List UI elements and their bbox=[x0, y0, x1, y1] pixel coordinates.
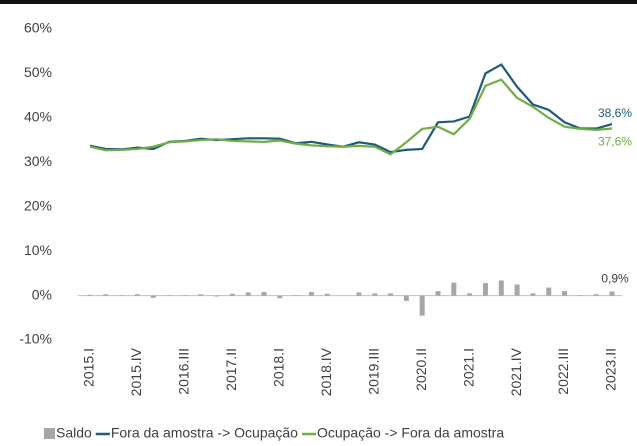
bar bbox=[356, 292, 362, 296]
y-tick-label: 40% bbox=[24, 109, 52, 125]
bar bbox=[562, 291, 568, 296]
bar bbox=[388, 293, 394, 296]
x-tick-label: 2018.I bbox=[271, 348, 287, 387]
bar bbox=[308, 292, 314, 296]
bar bbox=[467, 293, 473, 296]
y-tick-label: 60% bbox=[24, 20, 52, 36]
x-tick-label: 2015.I bbox=[81, 348, 97, 387]
x-tick-label: 2021.I bbox=[460, 348, 476, 387]
x-tick-label: 2015.IV bbox=[128, 347, 144, 396]
x-tick-label: 2016.III bbox=[176, 348, 192, 395]
legend-swatch bbox=[44, 428, 55, 439]
data-label: 38,6% bbox=[598, 106, 632, 120]
bar bbox=[419, 295, 425, 316]
bar bbox=[593, 294, 599, 296]
bar bbox=[451, 282, 457, 296]
x-tick-label: 2023.II bbox=[603, 348, 619, 391]
y-tick-label: 50% bbox=[24, 64, 52, 80]
x-tick-label: 2019.III bbox=[365, 348, 381, 395]
bar bbox=[609, 291, 615, 296]
x-tick-label: 2022.III bbox=[555, 348, 571, 395]
line bbox=[89, 78, 613, 156]
x-tick-label: 2018.IV bbox=[318, 347, 334, 396]
bar bbox=[261, 292, 267, 296]
bar bbox=[514, 284, 520, 296]
bar bbox=[530, 293, 536, 296]
top-border bbox=[0, 0, 637, 4]
data-label: 0,9% bbox=[601, 272, 629, 286]
bar bbox=[324, 293, 330, 296]
x-tick-label: 2021.IV bbox=[508, 347, 524, 396]
legend-label: Saldo bbox=[56, 425, 92, 441]
bar bbox=[482, 283, 488, 296]
bar bbox=[372, 293, 378, 296]
bar bbox=[134, 294, 140, 296]
bar bbox=[229, 293, 235, 296]
bar bbox=[198, 294, 204, 296]
data-label: 37,6% bbox=[598, 135, 632, 149]
x-tick-label: 2017.II bbox=[223, 348, 239, 391]
y-tick-label: 0% bbox=[32, 286, 52, 302]
legend-label: Ocupação -> Fora da amostra bbox=[317, 425, 504, 441]
bar bbox=[435, 291, 441, 296]
legend-label: Fora da amostra -> Ocupação bbox=[111, 425, 298, 441]
bar bbox=[214, 295, 220, 297]
bar bbox=[150, 295, 156, 298]
bar bbox=[498, 280, 504, 296]
bar bbox=[277, 295, 283, 299]
bar bbox=[546, 287, 552, 296]
y-tick-label: 20% bbox=[24, 197, 52, 213]
y-tick-label: 30% bbox=[24, 153, 52, 169]
bar bbox=[245, 292, 251, 296]
y-tick-label: -10% bbox=[19, 331, 52, 347]
x-tick-label: 2020.II bbox=[413, 348, 429, 391]
y-tick-label: 10% bbox=[24, 242, 52, 258]
bar bbox=[403, 295, 409, 301]
bar bbox=[103, 294, 109, 296]
bar bbox=[87, 294, 93, 296]
